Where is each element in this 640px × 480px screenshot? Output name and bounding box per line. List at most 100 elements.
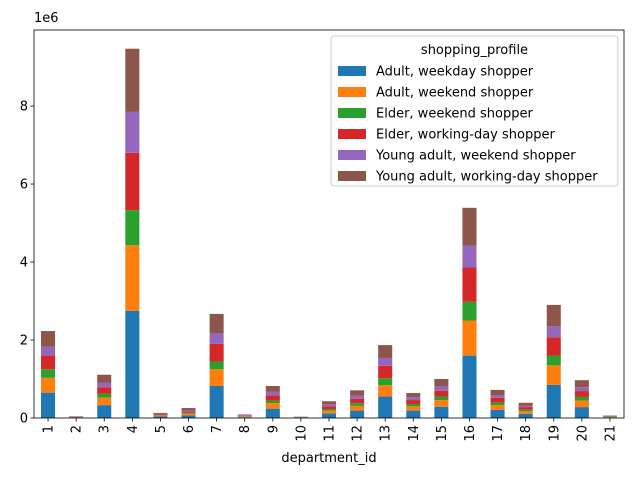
- bar-segment-dept-19-series-1: [546, 365, 561, 385]
- bar-segment-dept-19-series-4: [546, 326, 561, 338]
- bar-segment-dept-4-series-4: [125, 111, 140, 153]
- bar-segment-dept-14-series-5: [406, 393, 421, 398]
- bar-segment-dept-13-series-5: [378, 345, 393, 358]
- x-axis-ticks: 1 2 3 4 5 6 7 8 9 10 11 12 13 14 15 16 17 18 19 20 21: [42, 418, 618, 442]
- bar-segment-dept-6-series-1: [181, 413, 196, 416]
- bar-segment-dept-11-series-3: [321, 406, 337, 410]
- bar-segment-dept-16-series-4: [462, 245, 477, 268]
- bar-segment-dept-18-series-0: [518, 413, 533, 418]
- bar-segment-dept-17-series-1: [490, 405, 505, 410]
- y-tick-label: 6: [20, 178, 28, 193]
- bar-segment-dept-4-series-5: [125, 48, 140, 112]
- legend-swatch: [338, 129, 366, 139]
- legend-box: [330, 35, 619, 187]
- bar-segment-dept-18-series-1: [518, 410, 533, 414]
- bar-segment-dept-9-series-0: [265, 408, 280, 418]
- legend-entry-label: Adult, weekday shopper: [376, 65, 534, 80]
- legend-entry-label: Young adult, working-day shopper: [375, 170, 598, 185]
- bar-segment-dept-19-series-3: [546, 337, 561, 356]
- bar-segment-dept-6-series-4: [181, 410, 196, 412]
- bar-segment-dept-1-series-4: [41, 346, 56, 356]
- bar-segment-dept-11-series-2: [321, 409, 337, 411]
- bar-segment-dept-8-series-3: [237, 415, 252, 417]
- bar-segment-dept-9-series-1: [265, 403, 280, 409]
- legend-entry-label: Elder, working-day shopper: [376, 128, 555, 143]
- bar-segment-dept-15-series-3: [434, 390, 449, 397]
- bar-segment-dept-20-series-0: [574, 407, 589, 418]
- x-tick-label: 2: [70, 425, 85, 433]
- y-axis-ticks: 0 2 4 6 8: [20, 100, 34, 427]
- bar-segment-dept-1-series-0: [41, 392, 56, 418]
- bar-segment-dept-4-series-0: [125, 310, 140, 418]
- bar-segment-dept-19-series-2: [546, 355, 561, 366]
- bar-segment-dept-6-series-3: [181, 411, 196, 413]
- bar-segment-dept-3-series-5: [97, 374, 112, 383]
- bar-segment-dept-4-series-2: [125, 210, 140, 246]
- bar-segment-dept-6-series-5: [181, 408, 196, 411]
- bar-segment-dept-4-series-3: [125, 152, 140, 211]
- bar-segment-dept-12-series-1: [350, 405, 365, 411]
- bar-segment-dept-13-series-0: [378, 396, 393, 418]
- bar-segment-dept-6-series-0: [181, 415, 196, 418]
- x-tick-label: 16: [463, 425, 478, 442]
- x-tick-label: 18: [519, 425, 534, 442]
- legend-entry-label: Elder, weekend shopper: [376, 107, 533, 122]
- bar-segment-dept-5-series-3: [153, 414, 168, 416]
- x-tick-label: 21: [603, 425, 618, 442]
- bar-segment-dept-1-series-2: [41, 369, 56, 378]
- bar-segment-dept-13-series-3: [378, 365, 393, 379]
- bar-segment-dept-17-series-0: [490, 409, 505, 418]
- bar-segment-dept-7-series-0: [209, 386, 224, 418]
- bar-segment-dept-7-series-1: [209, 369, 224, 387]
- bar-segment-dept-20-series-3: [574, 391, 589, 397]
- bar-segment-dept-5-series-1: [153, 415, 168, 417]
- bar-segment-dept-7-series-5: [209, 313, 224, 334]
- bar-segment-dept-17-series-5: [490, 389, 505, 395]
- bar-segment-dept-12-series-4: [350, 395, 365, 399]
- x-tick-label: 4: [126, 425, 141, 433]
- bar-segment-dept-1-series-5: [41, 331, 56, 347]
- bar-segment-dept-20-series-1: [574, 400, 589, 408]
- legend-entry-label: Young adult, weekend shopper: [375, 149, 576, 164]
- x-tick-label: 9: [266, 425, 281, 433]
- legend-swatch: [338, 108, 366, 118]
- bar-segment-dept-11-series-5: [321, 401, 337, 405]
- x-tick-label: 7: [210, 425, 225, 433]
- x-tick-label: 10: [294, 425, 309, 442]
- bar-segment-dept-20-series-2: [574, 396, 589, 401]
- x-tick-label: 1: [42, 425, 57, 433]
- bar-segment-dept-14-series-4: [406, 397, 421, 401]
- x-axis-label: department_id: [281, 451, 376, 466]
- bar-segment-dept-6-series-2: [181, 412, 196, 414]
- y-tick-label: 2: [20, 334, 28, 349]
- bar-segment-dept-14-series-3: [406, 400, 421, 404]
- bar-segment-dept-17-series-4: [490, 394, 505, 398]
- bar-segment-dept-18-series-4: [518, 405, 533, 408]
- bar-segment-dept-1-series-3: [41, 355, 56, 370]
- x-tick-label: 15: [435, 425, 450, 442]
- bar-segment-dept-9-series-5: [265, 386, 280, 392]
- x-tick-label: 3: [98, 425, 113, 433]
- bar-segment-dept-19-series-5: [546, 304, 561, 327]
- bar-segment-dept-15-series-5: [434, 379, 449, 387]
- x-tick-label: 13: [379, 425, 394, 442]
- bar-segment-dept-14-series-1: [406, 406, 421, 411]
- bar-segment-dept-1-series-1: [41, 377, 56, 393]
- bar-segment-dept-3-series-1: [97, 397, 112, 406]
- bar-segment-dept-7-series-3: [209, 343, 224, 362]
- bar-segment-dept-3-series-3: [97, 387, 112, 394]
- bar-segment-dept-5-series-4: [153, 413, 168, 415]
- bar-segment-dept-12-series-3: [350, 398, 365, 404]
- bar-segment-dept-13-series-2: [378, 378, 393, 386]
- bar-segment-dept-18-series-2: [518, 409, 533, 411]
- x-tick-label: 5: [154, 425, 169, 433]
- x-tick-label: 6: [182, 425, 197, 433]
- x-tick-label: 11: [323, 425, 338, 442]
- bar-segment-dept-14-series-0: [406, 410, 421, 418]
- legend-swatch: [338, 150, 366, 160]
- bar-segment-dept-11-series-0: [321, 413, 337, 418]
- bar-segment-dept-17-series-3: [490, 397, 505, 403]
- bar-segment-dept-7-series-2: [209, 361, 224, 370]
- y-tick-label: 8: [20, 100, 28, 115]
